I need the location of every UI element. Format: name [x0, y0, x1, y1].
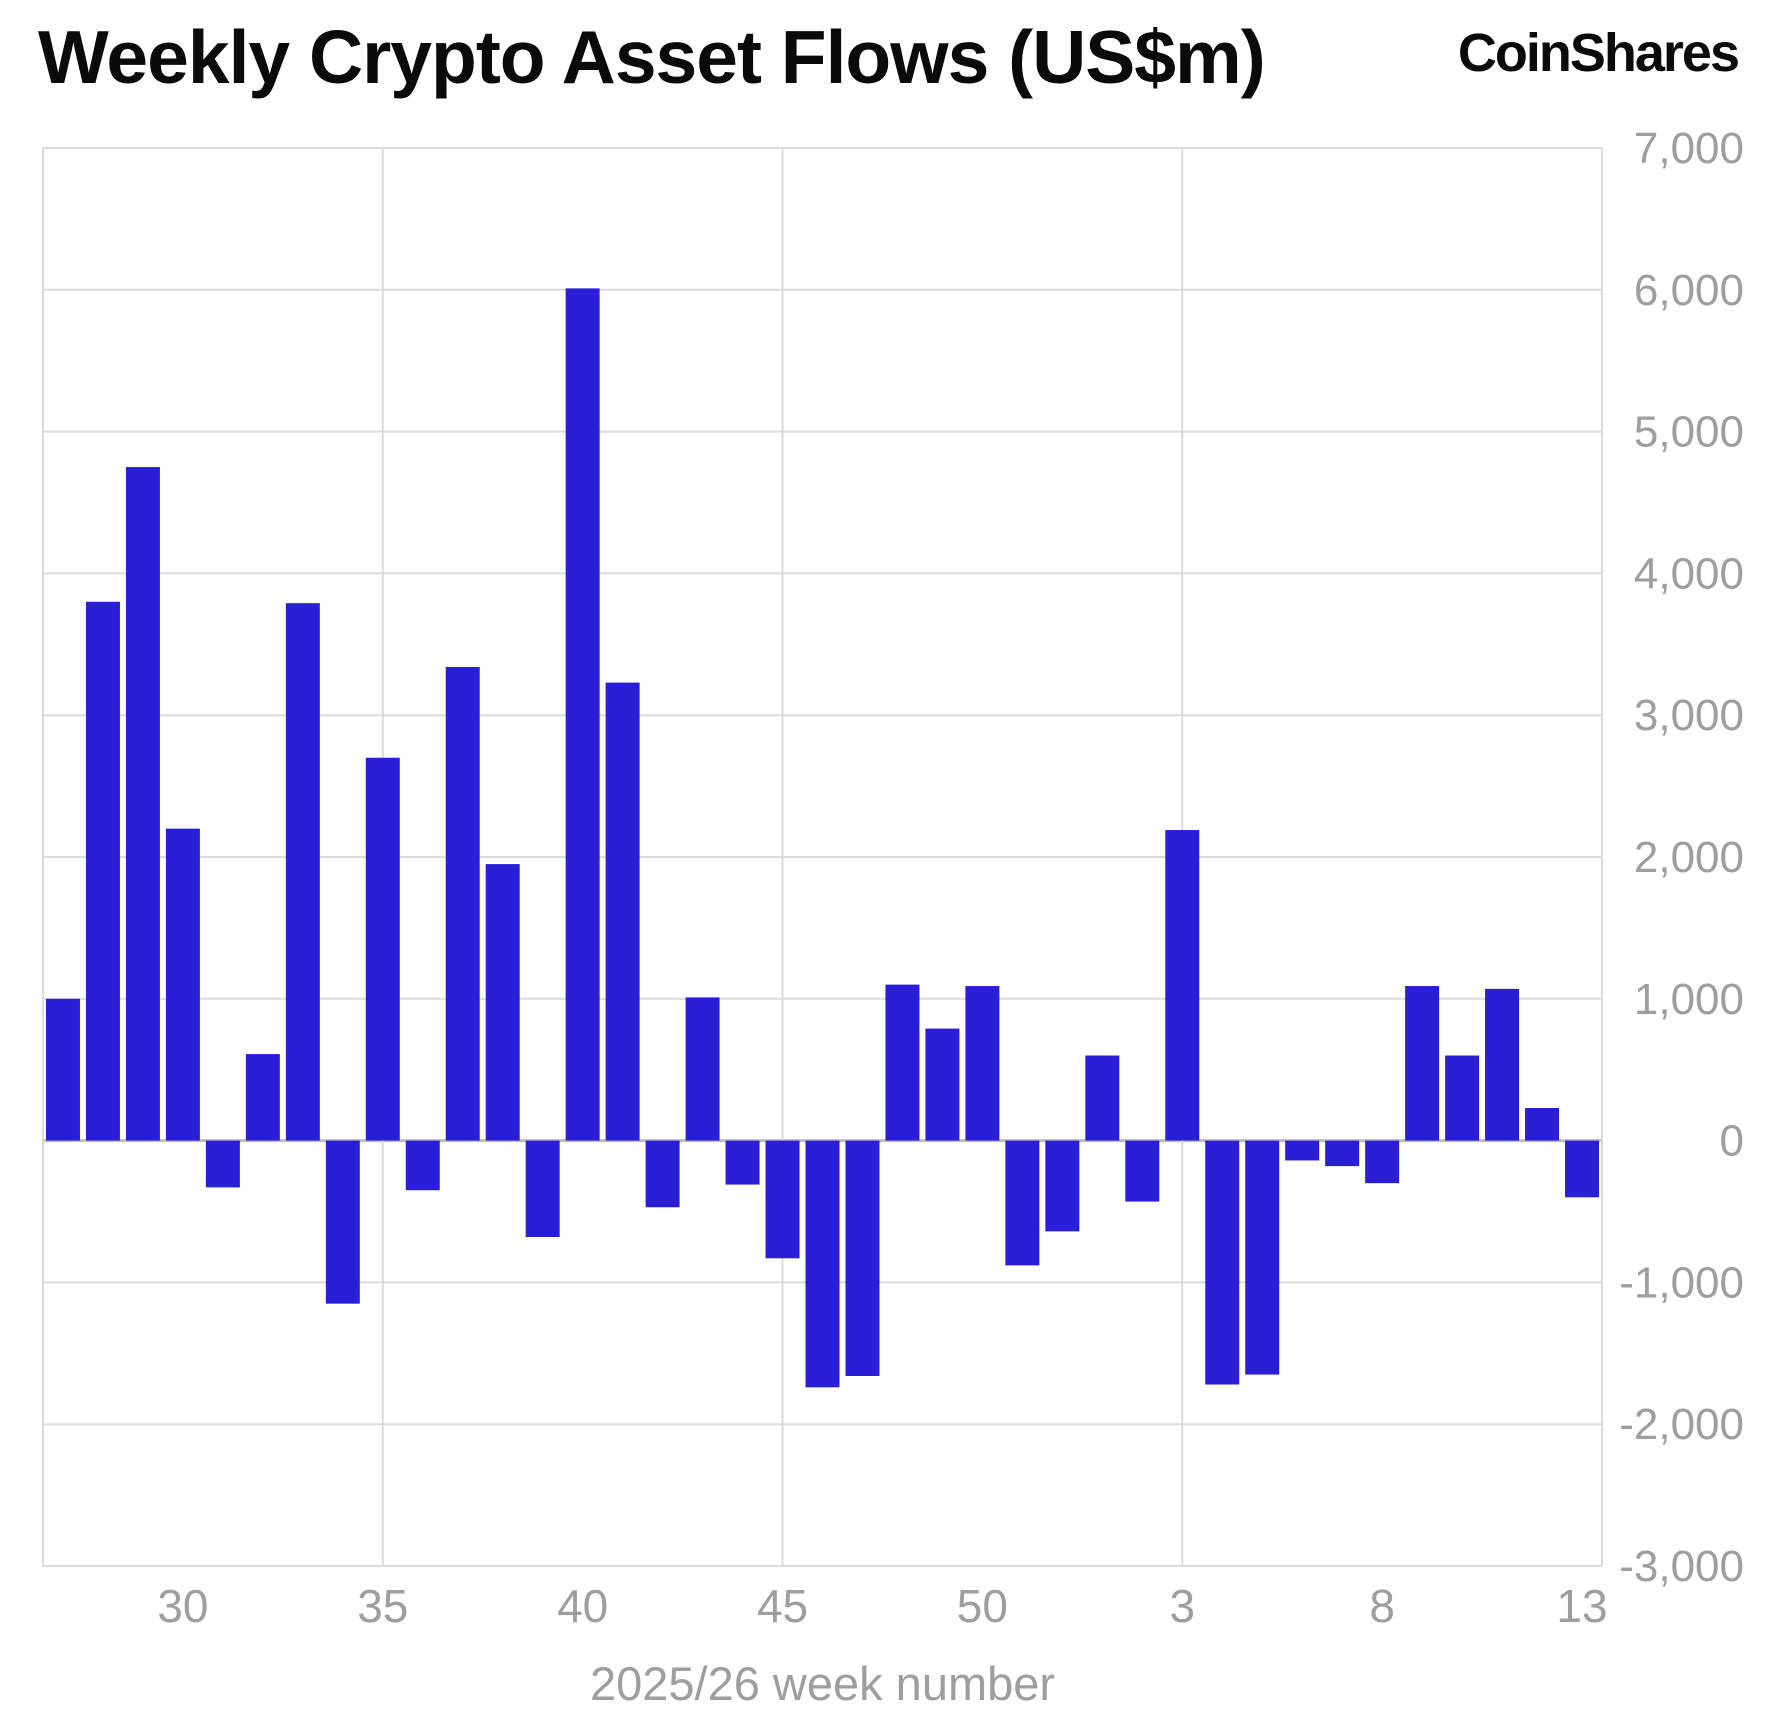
bar-week-32[interactable] [245, 1054, 280, 1141]
bar-week-13[interactable] [1565, 1140, 1600, 1198]
bar-week-7[interactable] [1325, 1140, 1360, 1167]
coinshares-logo: CoinShares [1457, 23, 1740, 83]
x-tick-label: 35 [357, 1580, 408, 1632]
bar-week-11[interactable] [1485, 988, 1520, 1141]
bar-week-28[interactable] [85, 601, 120, 1141]
bar-week-2[interactable] [1125, 1140, 1160, 1202]
bar-week-37[interactable] [445, 666, 480, 1141]
y-tick-label: 2,000 [1634, 833, 1744, 882]
bar-week-45[interactable] [765, 1140, 800, 1259]
bar-week-31[interactable] [205, 1140, 240, 1188]
x-tick-label: 30 [157, 1580, 208, 1632]
y-tick-label: 6,000 [1634, 266, 1744, 315]
bar-week-8[interactable] [1365, 1140, 1400, 1184]
bar-week-50[interactable] [965, 986, 1000, 1141]
bar-week-51[interactable] [1005, 1140, 1040, 1266]
bar-week-35[interactable] [365, 757, 400, 1141]
y-tick-label: 5,000 [1634, 408, 1744, 457]
bar-week-52[interactable] [1045, 1140, 1080, 1232]
y-tick-label: 4,000 [1634, 549, 1744, 598]
x-tick-label: 13 [1556, 1580, 1607, 1632]
y-tick-label: 1,000 [1634, 975, 1744, 1024]
bar-week-9[interactable] [1405, 986, 1440, 1141]
bar-week-6[interactable] [1285, 1140, 1320, 1161]
bar-week-3[interactable] [1165, 830, 1200, 1141]
bar-week-12[interactable] [1525, 1107, 1560, 1141]
bar-week-30[interactable] [165, 828, 200, 1141]
bar-week-48[interactable] [885, 984, 920, 1141]
y-tick-label: 7,000 [1634, 124, 1744, 173]
bar-week-36[interactable] [405, 1140, 440, 1191]
x-tick-label: 8 [1369, 1580, 1395, 1632]
bar-week-5[interactable] [1245, 1140, 1280, 1375]
bar-week-42[interactable] [645, 1140, 680, 1208]
y-tick-label: 0 [1720, 1117, 1744, 1166]
x-tick-label: 40 [557, 1580, 608, 1632]
bar-week-46[interactable] [805, 1140, 840, 1388]
bar-week-1[interactable] [1085, 1055, 1120, 1141]
bar-week-38[interactable] [485, 864, 520, 1141]
x-axis-title: 2025/26 week number [589, 1657, 1056, 1710]
x-tick-label: 50 [957, 1580, 1008, 1632]
bar-week-10[interactable] [1445, 1055, 1480, 1141]
chart-title: Weekly Crypto Asset Flows (US$m) [38, 15, 1266, 99]
y-tick-label: -2,000 [1619, 1400, 1744, 1449]
bar-week-44[interactable] [725, 1140, 760, 1185]
bar-week-49[interactable] [925, 1028, 960, 1141]
bar-week-40[interactable] [565, 288, 600, 1141]
bar-week-43[interactable] [685, 997, 720, 1141]
bar-week-33[interactable] [285, 603, 320, 1141]
bar-week-29[interactable] [125, 467, 160, 1141]
bar-week-4[interactable] [1205, 1140, 1240, 1385]
y-tick-label: -3,000 [1619, 1542, 1744, 1591]
y-tick-label: -1,000 [1619, 1258, 1744, 1307]
bar-week-27[interactable] [45, 998, 80, 1141]
bar-week-34[interactable] [325, 1140, 360, 1304]
y-tick-label: 3,000 [1634, 691, 1744, 740]
bar-week-41[interactable] [605, 682, 640, 1141]
bar-week-47[interactable] [845, 1140, 880, 1376]
x-tick-label: 3 [1169, 1580, 1195, 1632]
x-tick-label: 45 [757, 1580, 808, 1632]
bar-week-39[interactable] [525, 1140, 560, 1238]
